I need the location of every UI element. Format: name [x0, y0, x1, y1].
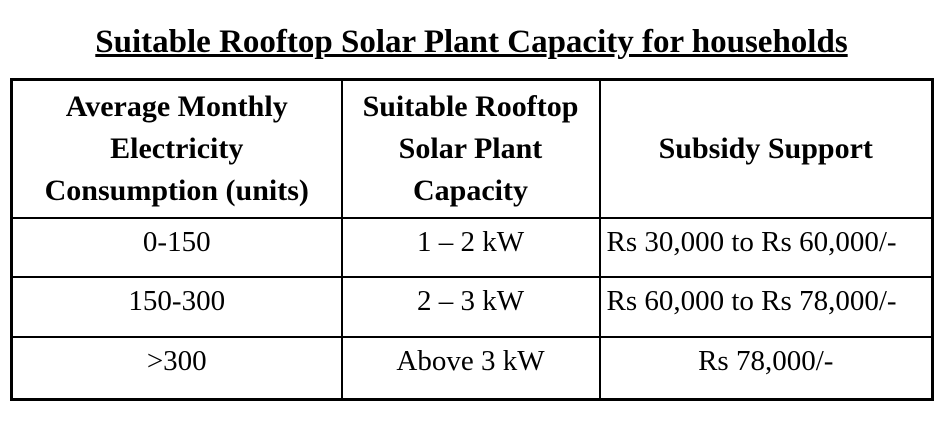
table-row: 0-150 1 – 2 kW Rs 30,000 to Rs 60,000/-: [10, 216, 934, 278]
cell-subsidy-row3: Rs 78,000/-: [598, 335, 934, 401]
header-consumption: Average Monthly Electricity Consumption …: [10, 78, 343, 219]
cell-consumption-row1: 0-150: [10, 216, 343, 278]
cell-subsidy-row1: Rs 30,000 to Rs 60,000/-: [598, 216, 934, 278]
cell-capacity-row1: 1 – 2 kW: [340, 216, 601, 278]
table-row: 150-300 2 – 3 kW Rs 60,000 to Rs 78,000/…: [10, 275, 934, 338]
cell-capacity-row2: 2 – 3 kW: [340, 275, 601, 338]
page-title: Suitable Rooftop Solar Plant Capacity fo…: [95, 24, 848, 60]
cell-consumption-row2: 150-300: [10, 275, 343, 338]
table-header-row: Average Monthly Electricity Consumption …: [10, 78, 934, 219]
solar-capacity-table: Average Monthly Electricity Consumption …: [10, 78, 934, 401]
cell-capacity-row3: Above 3 kW: [340, 335, 601, 401]
header-subsidy: Subsidy Support: [598, 78, 934, 219]
cell-subsidy-row2: Rs 60,000 to Rs 78,000/-: [598, 275, 934, 338]
table-row: >300 Above 3 kW Rs 78,000/-: [10, 335, 934, 401]
header-capacity: Suitable Rooftop Solar Plant Capacity: [340, 78, 601, 219]
cell-consumption-row3: >300: [10, 335, 343, 401]
